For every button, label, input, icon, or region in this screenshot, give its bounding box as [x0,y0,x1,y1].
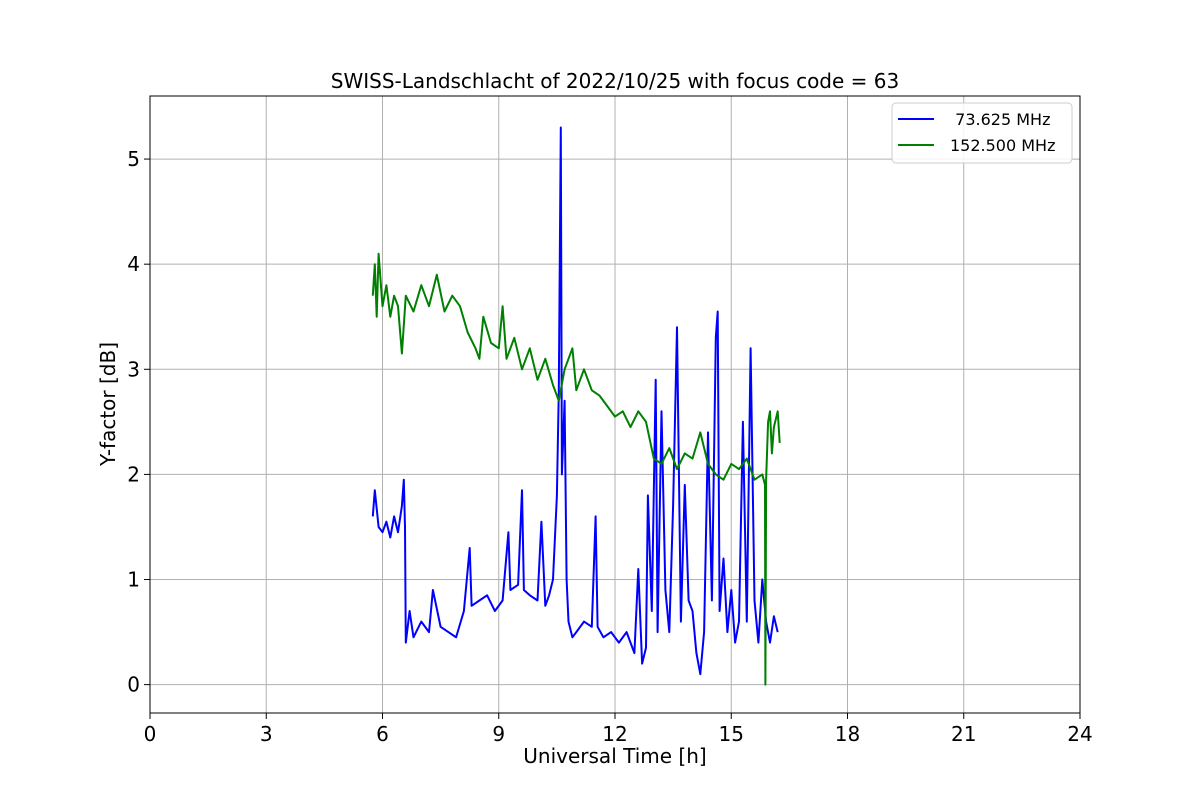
x-tick-label: 0 [144,722,157,746]
legend-label-152: 152.500 MHz [950,136,1055,155]
series-layer [371,126,781,686]
x-tick-label: 24 [1067,722,1092,746]
y-tick-label: 5 [127,147,140,171]
y-tick-label: 1 [127,568,140,592]
legend: 73.625 MHz 152.500 MHz [891,102,1073,164]
y-tick-label: 4 [127,252,140,276]
x-axis: 0 3 6 9 12 15 18 21 24 [144,713,1093,746]
y-tick-label: 0 [127,673,140,697]
chart-title: SWISS-Landschlacht of 2022/10/25 with fo… [331,69,899,93]
x-axis-label: Universal Time [h] [523,744,706,768]
x-tick-label: 9 [492,722,505,746]
x-tick-label: 21 [951,722,976,746]
series-line-1 [371,252,781,686]
y-tick-label: 2 [127,462,140,486]
y-tick-label: 3 [127,357,140,381]
y-axis: 0 1 2 3 4 5 [127,147,150,697]
x-tick-label: 12 [602,722,627,746]
x-tick-label: 15 [719,722,744,746]
x-tick-label: 3 [260,722,273,746]
series-line-0 [371,126,779,676]
legend-box [891,102,1073,164]
y-axis-label: Y-factor [dB] [96,342,120,467]
legend-label-73: 73.625 MHz [945,110,1050,129]
x-tick-label: 6 [376,722,389,746]
x-tick-label: 18 [835,722,860,746]
